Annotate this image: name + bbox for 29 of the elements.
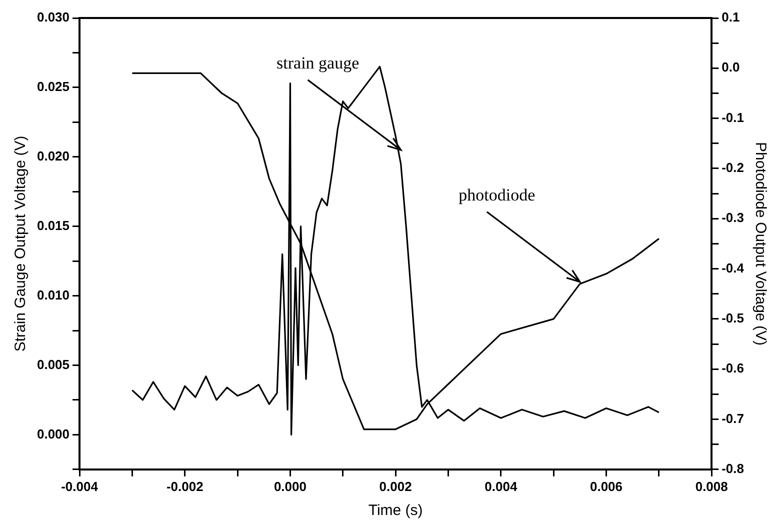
- y-tick-label: 0.020: [36, 148, 70, 164]
- y-tick-label: 0.025: [36, 79, 70, 94]
- y-tick-label: 0.015: [36, 218, 70, 233]
- y2-tick-label: -0.6: [722, 360, 744, 376]
- y-axis-title: Strain Gauge Output Voltage (V): [12, 136, 30, 352]
- annotation: photodiode: [458, 185, 536, 204]
- y2-tick-label: -0.7: [722, 410, 744, 426]
- y2-tick-label: -0.3: [722, 210, 744, 226]
- y2-tick-label: 0.0: [722, 60, 740, 75]
- y2-axis-title: Photodiode Output Voltage (V): [752, 142, 769, 346]
- y2-tick-label: -0.5: [722, 310, 744, 326]
- x-tick-label: -0.004: [61, 478, 99, 494]
- x-tick-label: 0.008: [695, 478, 728, 494]
- y-tick-label: 0.010: [36, 287, 70, 302]
- y2-tick-label: -0.4: [722, 260, 745, 276]
- y2-tick-label: 0.1: [722, 10, 740, 25]
- y2-tick-label: -0.2: [722, 160, 744, 176]
- y-tick-label: 0.030: [36, 10, 70, 25]
- y-tick-label: 0.000: [36, 426, 70, 442]
- x-tick-label: 0.004: [484, 478, 518, 494]
- x-tick-label: -0.002: [166, 478, 204, 494]
- x-tick-label: 0.000: [274, 478, 306, 494]
- y2-tick-label: -0.1: [722, 110, 744, 125]
- y-tick-label: 0.005: [36, 356, 70, 372]
- x-tick-label: 0.006: [590, 478, 623, 494]
- x-axis-title: Time (s): [368, 502, 423, 520]
- annotation: strain gauge: [276, 53, 360, 72]
- y2-tick-label: -0.8: [722, 460, 744, 476]
- x-tick-label: 0.002: [379, 478, 412, 494]
